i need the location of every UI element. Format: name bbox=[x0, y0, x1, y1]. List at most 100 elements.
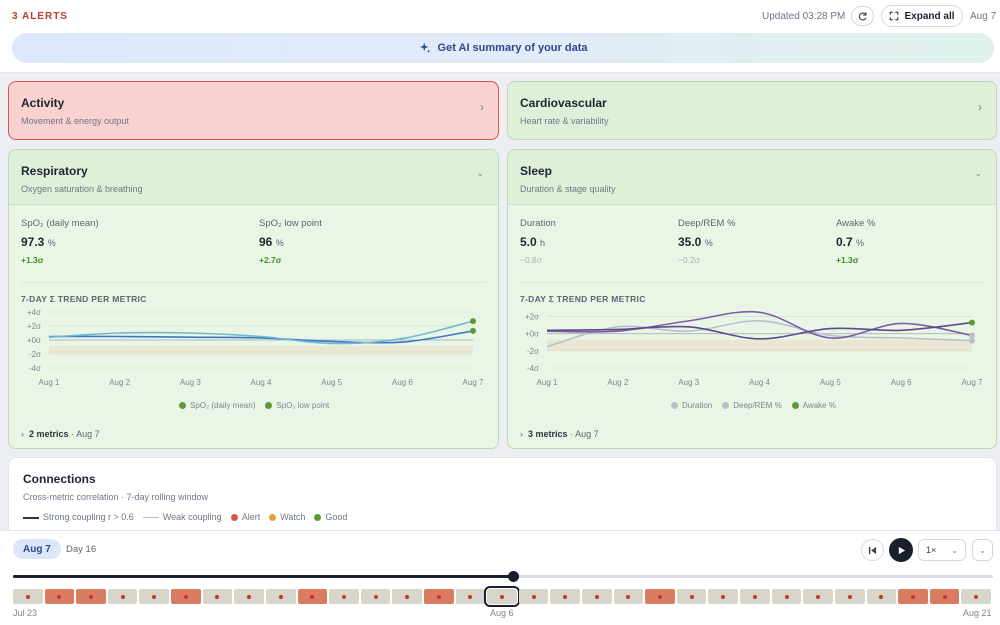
timeline-day-cell[interactable] bbox=[898, 589, 928, 604]
speed-value: 1× bbox=[926, 545, 937, 555]
connections-panel: Connections Cross-metric correlation · 7… bbox=[8, 457, 997, 537]
metric-value-row: 97.3 % bbox=[21, 235, 99, 249]
timeline-day-cell[interactable] bbox=[550, 589, 581, 604]
day-marker bbox=[468, 594, 473, 599]
chevron-down-icon: ⌄ bbox=[979, 545, 986, 555]
day-marker bbox=[436, 594, 441, 599]
trend-title: 7-DAY Σ TREND PER METRIC bbox=[520, 294, 646, 304]
updated-timestamp: Updated 03:28 PM bbox=[762, 11, 846, 22]
expand-all-button[interactable]: Expand all bbox=[881, 5, 963, 27]
timeline-day-cell[interactable] bbox=[803, 589, 833, 604]
panel-title: Sleep bbox=[520, 164, 553, 178]
chevron-down-icon[interactable]: ⌄ bbox=[476, 168, 484, 178]
legend-alert: Alert bbox=[230, 512, 261, 522]
x-tick-label: Aug 6 bbox=[392, 378, 413, 387]
metric-delta: +1.3σ bbox=[836, 255, 859, 265]
legend-watch: Watch bbox=[269, 512, 305, 522]
y-tick-label: -2σ bbox=[527, 347, 539, 356]
x-tick-label: Aug 2 bbox=[109, 378, 130, 387]
expand-all-label: Expand all bbox=[904, 10, 955, 22]
legend-label: Duration bbox=[682, 401, 713, 410]
series-end-point bbox=[969, 319, 975, 326]
timeline-scrubber[interactable] bbox=[13, 571, 993, 582]
timeline-day-cell[interactable] bbox=[771, 589, 802, 604]
timeline-day-cell[interactable] bbox=[455, 589, 486, 604]
panel-header[interactable]: Respiratory Oxygen saturation & breathin… bbox=[9, 150, 498, 205]
timeline-day-cell[interactable] bbox=[582, 589, 612, 604]
timeline-day-cell[interactable] bbox=[961, 589, 991, 604]
timeline-collapse-button[interactable]: ⌄ bbox=[972, 539, 993, 561]
timeline-day-cell[interactable] bbox=[297, 589, 328, 604]
timeline-day-label: Day 16 bbox=[66, 544, 97, 555]
metric-delta: −0.8σ bbox=[520, 255, 543, 265]
timeline-day-cell[interactable] bbox=[329, 589, 359, 604]
timeline-day-cell[interactable] bbox=[234, 589, 264, 604]
play-button[interactable] bbox=[889, 538, 913, 562]
legend-alert-label: Alert bbox=[241, 512, 261, 522]
timeline-day-cell[interactable] bbox=[139, 589, 170, 604]
timeline-day-cell[interactable] bbox=[360, 589, 391, 604]
chevron-right-icon[interactable]: › bbox=[978, 100, 982, 114]
timeline-current-date[interactable]: Aug 7 bbox=[13, 539, 61, 559]
timeline-day-cell[interactable] bbox=[265, 589, 296, 604]
timeline-day-cell[interactable] bbox=[107, 589, 138, 604]
timeline-day-cell[interactable] bbox=[13, 589, 43, 604]
timeline-day-cell[interactable] bbox=[834, 589, 865, 604]
metrics-count-toggle[interactable]: › 2 metrics · Aug 7 bbox=[21, 429, 100, 439]
x-tick-label: Aug 3 bbox=[180, 378, 201, 387]
timeline-day-cell[interactable] bbox=[484, 586, 520, 607]
day-marker bbox=[120, 594, 125, 599]
speed-select[interactable]: 1× ⌄ bbox=[918, 539, 966, 561]
timeline-handle[interactable] bbox=[507, 571, 519, 582]
metric-value: 5.0 bbox=[520, 235, 537, 249]
x-tick-label: Aug 1 bbox=[537, 378, 558, 387]
alerts-count[interactable]: 3 ALERTS bbox=[12, 11, 68, 22]
timeline-day-cell[interactable] bbox=[708, 589, 739, 604]
legend-strong-label: Strong coupling r > 0.6 bbox=[43, 512, 134, 522]
chevron-right-icon[interactable]: › bbox=[480, 100, 484, 114]
cardiovascular-panel[interactable]: Cardiovascular Heart rate & variability … bbox=[507, 81, 997, 140]
legend-dot bbox=[179, 402, 186, 409]
refresh-button[interactable] bbox=[851, 6, 874, 26]
timeline-day-cell[interactable] bbox=[171, 589, 201, 604]
metric-label: SpO₂ low point bbox=[259, 218, 322, 229]
timeline-day-cell[interactable] bbox=[392, 589, 422, 604]
legend-dot bbox=[671, 402, 678, 409]
legend-good: Good bbox=[314, 512, 347, 522]
baseline-band bbox=[547, 339, 972, 351]
metrics-date: · Aug 7 bbox=[71, 429, 100, 439]
timeline-day-cell[interactable] bbox=[866, 589, 897, 604]
timeline-day-cell[interactable] bbox=[76, 589, 106, 604]
sparkle-icon bbox=[419, 42, 430, 53]
legend-dot bbox=[791, 402, 799, 409]
timeline-day-cell[interactable] bbox=[423, 589, 454, 604]
timeline-day-cell[interactable] bbox=[740, 589, 770, 604]
timeline-day-cell[interactable] bbox=[676, 589, 707, 604]
metric-duration: Duration 5.0 h −0.8σ bbox=[520, 218, 556, 265]
timeline-day-cell[interactable] bbox=[929, 589, 960, 604]
legend-label: SpO₂ (daily mean) bbox=[190, 401, 256, 410]
day-marker bbox=[784, 594, 789, 599]
metric-unit: % bbox=[704, 238, 713, 248]
timeline-day-cell[interactable] bbox=[518, 589, 549, 604]
baseline-band bbox=[49, 346, 473, 354]
timeline-day-cell[interactable] bbox=[44, 589, 75, 604]
timeline-day-cell[interactable] bbox=[645, 589, 675, 604]
activity-panel[interactable]: Activity Movement & energy output › bbox=[8, 81, 499, 140]
panel-header[interactable]: Sleep Duration & stage quality ⌄ bbox=[508, 150, 996, 205]
ai-summary-button[interactable]: Get AI summary of your data bbox=[12, 33, 994, 63]
day-marker bbox=[847, 594, 852, 599]
timeline-day-cell[interactable] bbox=[202, 589, 233, 604]
chevron-down-icon[interactable]: ⌄ bbox=[974, 168, 982, 178]
panel-subtitle: Duration & stage quality bbox=[520, 184, 616, 194]
timeline-day-cell[interactable] bbox=[613, 589, 644, 604]
metric-unit: % bbox=[275, 238, 284, 248]
metric-spo2-mean: SpO₂ (daily mean) 97.3 % +1.3σ bbox=[21, 218, 99, 265]
day-marker bbox=[25, 594, 30, 599]
y-tick-label: +4σ bbox=[27, 308, 41, 317]
metric-value-row: 35.0 % bbox=[678, 235, 736, 249]
trend-title: 7-DAY Σ TREND PER METRIC bbox=[21, 294, 147, 304]
series-end-point bbox=[470, 327, 476, 334]
skip-to-start-button[interactable] bbox=[861, 539, 884, 561]
metrics-count-toggle[interactable]: › 3 metrics · Aug 7 bbox=[520, 429, 599, 439]
